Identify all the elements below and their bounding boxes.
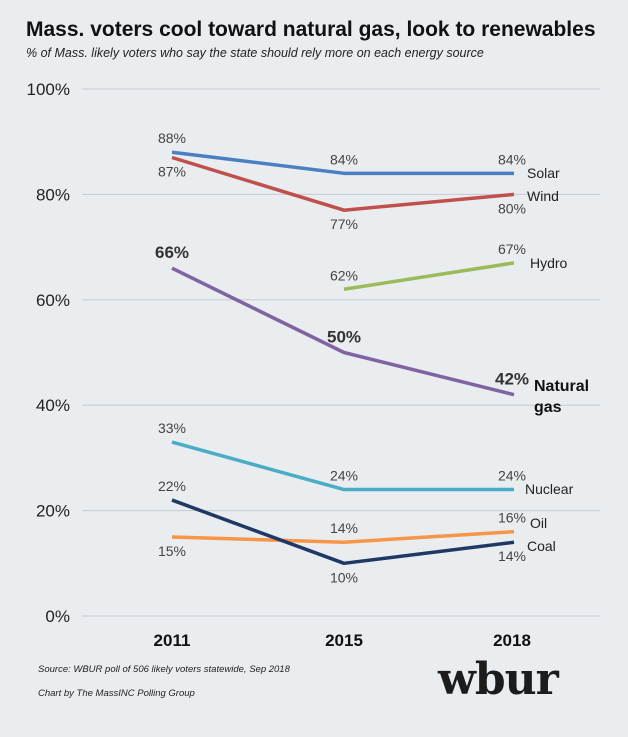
- data-label: 66%: [155, 243, 189, 262]
- data-label: 15%: [158, 543, 186, 559]
- chart-title: Mass. voters cool toward natural gas, lo…: [26, 18, 596, 41]
- data-label: 22%: [158, 478, 186, 494]
- data-label: 87%: [158, 164, 186, 180]
- data-label: 67%: [498, 241, 526, 257]
- data-label: 62%: [330, 267, 358, 283]
- data-label: 33%: [158, 420, 186, 436]
- data-label: 84%: [498, 151, 526, 167]
- data-label: 14%: [330, 520, 358, 536]
- y-tick-label: 0%: [45, 607, 70, 626]
- data-label: 42%: [495, 370, 529, 389]
- y-tick-label: 100%: [27, 80, 70, 99]
- data-label: 24%: [330, 468, 358, 484]
- source-note: Source: WBUR poll of 506 likely voters s…: [38, 664, 290, 675]
- series-line: [171, 440, 514, 492]
- wbur-logo: wbur: [438, 654, 559, 705]
- series-line: [171, 266, 515, 397]
- data-label: 14%: [498, 548, 526, 564]
- series-name-label: Coal: [527, 538, 556, 554]
- series-name-label: Hydro: [530, 255, 568, 271]
- series-line: [171, 150, 514, 176]
- series-line: [343, 261, 515, 291]
- data-label: 16%: [498, 510, 526, 526]
- series-line: [171, 498, 515, 566]
- data-label: 50%: [327, 328, 361, 347]
- x-tick-label: 2018: [493, 631, 531, 650]
- data-label: 84%: [330, 151, 358, 167]
- chart-subtitle: % of Mass. likely voters who say the sta…: [26, 46, 484, 60]
- credit-note: Chart by The MassINC Polling Group: [38, 688, 195, 699]
- data-label: 80%: [498, 200, 526, 216]
- series-name-label: gas: [534, 399, 562, 416]
- y-tick-label: 60%: [36, 291, 70, 310]
- data-label: 24%: [498, 468, 526, 484]
- series-name-label: Oil: [530, 515, 547, 531]
- x-tick-label: 2015: [325, 631, 363, 650]
- data-label: 10%: [330, 569, 358, 585]
- series-line: [171, 155, 515, 212]
- data-label: 88%: [158, 130, 186, 146]
- y-tick-label: 80%: [36, 185, 70, 204]
- series-line: [171, 529, 515, 544]
- y-tick-label: 40%: [36, 396, 70, 415]
- series-name-label: Solar: [527, 165, 560, 181]
- series-name-label: Wind: [527, 188, 559, 204]
- y-tick-label: 20%: [36, 502, 70, 521]
- series-name-label: Natural: [534, 378, 589, 395]
- data-label: 77%: [330, 216, 358, 232]
- series-name-label: Nuclear: [525, 481, 574, 497]
- x-tick-label: 2011: [154, 631, 191, 650]
